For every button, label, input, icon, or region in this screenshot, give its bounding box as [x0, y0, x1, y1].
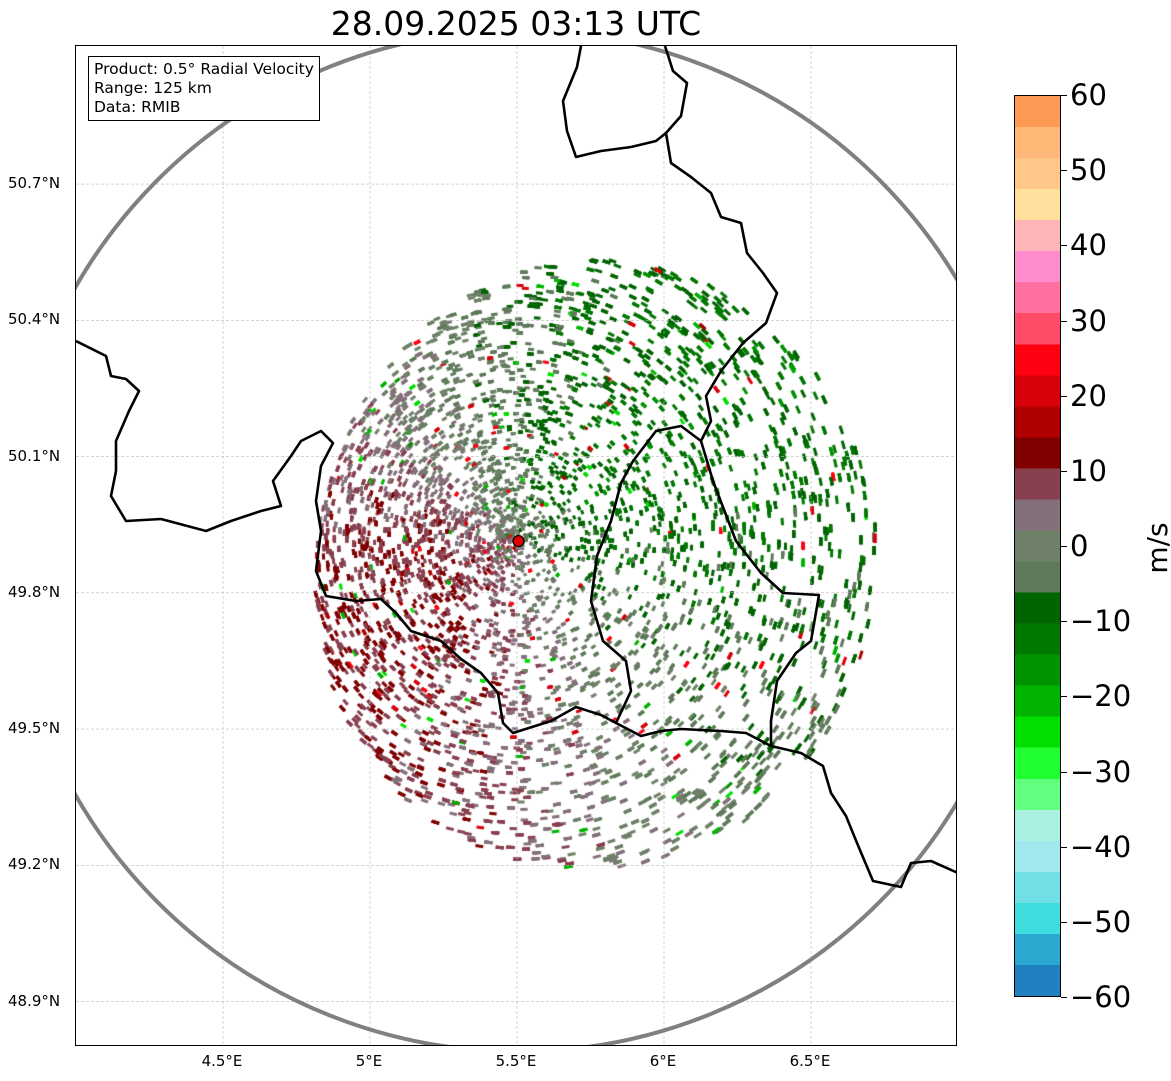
radar-site-marker — [512, 534, 525, 548]
colorbar-tick — [1061, 771, 1067, 773]
info-box: Product: 0.5° Radial Velocity Range: 125… — [88, 56, 320, 121]
colorbar-tick — [1061, 170, 1067, 172]
country-border — [663, 46, 779, 442]
colorbar-tick-label: −20 — [1070, 679, 1132, 714]
colorbar-tick-label: −40 — [1070, 829, 1132, 864]
colorbar-tick-label: −60 — [1070, 980, 1132, 1014]
colorbar-tick — [1061, 95, 1067, 96]
y-tick-label: 50.4°N — [8, 310, 61, 329]
colorbar-tick — [1061, 320, 1067, 322]
colorbar-tick-label: 40 — [1070, 228, 1107, 263]
colorbar-tick-label: −30 — [1070, 754, 1132, 789]
colorbar-tick — [1061, 846, 1067, 848]
colorbar-tick-label: −10 — [1070, 604, 1132, 639]
colorbar-unit-label: m/s — [1141, 522, 1171, 574]
colorbar-tick-label: 50 — [1070, 153, 1107, 188]
y-tick-label: 49.2°N — [8, 855, 61, 874]
colorbar-tick — [1061, 395, 1067, 397]
map-overlay — [76, 46, 956, 1045]
radar-map[interactable] — [75, 45, 957, 1046]
colorbar-tick — [1061, 696, 1067, 698]
y-tick-label: 49.8°N — [8, 582, 61, 601]
colorbar-tick — [1061, 470, 1067, 472]
colorbar — [1014, 95, 1061, 997]
colorbar-tick — [1061, 997, 1067, 998]
country-border — [561, 46, 667, 159]
country-border — [589, 424, 821, 746]
colorbar-tick-label: 0 — [1070, 529, 1089, 563]
x-tick-label: 5.5°E — [495, 1052, 537, 1070]
y-tick-label: 50.7°N — [8, 174, 61, 193]
chart-title: 28.09.2025 03:13 UTC — [330, 4, 702, 43]
colorbar-tick-label: 30 — [1070, 303, 1107, 338]
colorbar-tick — [1061, 621, 1067, 623]
y-tick-label: 48.9°N — [8, 991, 61, 1010]
info-product: Product: 0.5° Radial Velocity — [94, 60, 314, 78]
x-tick-label: 5°E — [355, 1052, 383, 1070]
y-tick-label: 50.1°N — [8, 446, 61, 465]
x-tick-label: 6°E — [649, 1052, 677, 1070]
colorbar-tick-label: −50 — [1070, 904, 1132, 939]
colorbar-tick — [1061, 921, 1067, 923]
y-tick-label: 49.5°N — [8, 719, 61, 738]
x-tick-label: 6.5°E — [789, 1052, 831, 1070]
info-range: Range: 125 km — [94, 79, 212, 97]
colorbar-tick-label: 20 — [1070, 378, 1107, 413]
colorbar-tick — [1061, 245, 1067, 247]
colorbar-tick — [1061, 546, 1067, 547]
x-tick-label: 4.5°E — [201, 1052, 243, 1070]
colorbar-tick-label: 60 — [1070, 78, 1107, 112]
info-data-source: Data: RMIB — [94, 98, 181, 116]
colorbar-tick-label: 10 — [1070, 453, 1107, 488]
country-border — [76, 339, 956, 889]
